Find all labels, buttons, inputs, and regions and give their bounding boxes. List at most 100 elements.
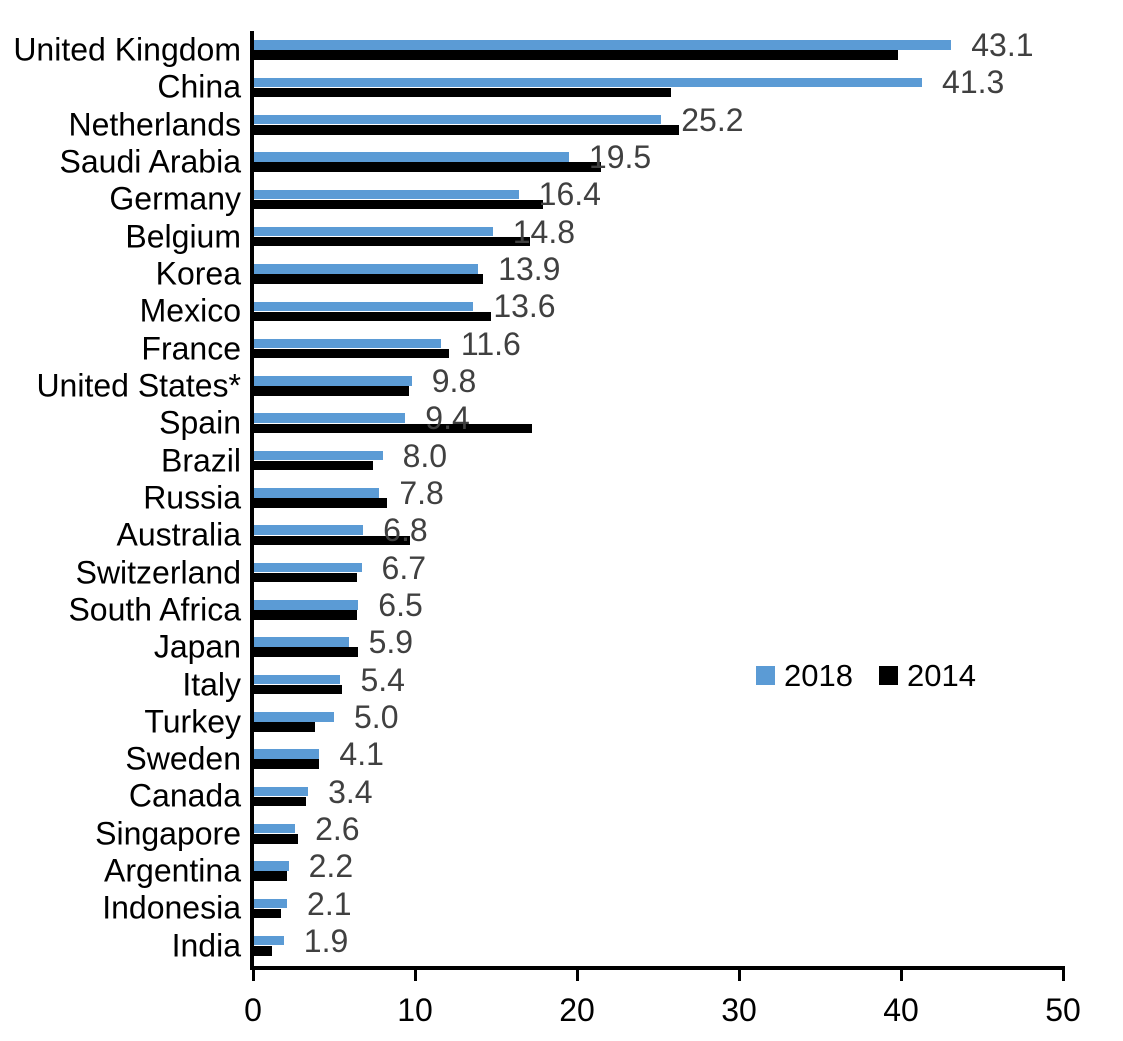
category-label: United Kingdom	[13, 31, 241, 68]
category-label: Saudi Arabia	[59, 143, 241, 180]
category-label: Turkey	[144, 703, 241, 740]
bar-2018	[253, 935, 284, 946]
bar-2014	[253, 236, 531, 247]
bar-2018	[253, 525, 364, 535]
value-label: 5.0	[354, 698, 399, 735]
x-tick-label: 40	[883, 992, 919, 1028]
value-label: 7.8	[399, 475, 444, 511]
x-tick-label: 30	[721, 992, 757, 1028]
x-axis-line	[250, 965, 1065, 970]
value-label: 6.8	[383, 512, 428, 549]
bar-2018	[253, 338, 441, 349]
bar-2014	[253, 311, 492, 322]
bar-2014	[253, 722, 315, 732]
category-label: United States*	[36, 367, 241, 404]
value-label: 11.6	[460, 325, 521, 362]
category-label: Spain	[159, 404, 241, 441]
category-label: Singapore	[95, 815, 241, 852]
x-axis-tick	[575, 969, 579, 981]
legend-item-2018: 2018	[756, 660, 853, 691]
bar-2018	[253, 823, 296, 834]
bar-2014	[253, 125, 680, 135]
bar-2018	[253, 674, 341, 685]
category-label: Russia	[143, 479, 241, 516]
legend-label-2014: 2014	[906, 658, 976, 693]
category-label: Switzerland	[75, 553, 241, 590]
category-label: India	[171, 927, 241, 964]
value-label: 3.4	[328, 773, 373, 810]
bar-2018	[253, 786, 309, 797]
bar-2014	[253, 460, 373, 471]
bar-2018	[253, 376, 412, 386]
x-tick-label: 50	[1045, 992, 1081, 1028]
bar-2014	[253, 759, 320, 769]
value-label: 2.6	[315, 810, 360, 847]
value-label: 6.7	[381, 549, 427, 586]
category-label: Brazil	[160, 441, 241, 478]
x-tick-label: 20	[559, 992, 595, 1028]
category-label: Korea	[155, 255, 241, 292]
bar-2018	[253, 189, 519, 200]
bar-2018	[253, 898, 288, 909]
x-axis-tick	[251, 969, 255, 981]
value-label: 14.8	[512, 213, 576, 250]
value-label: 13.9	[498, 251, 561, 288]
bar-2014	[253, 834, 299, 844]
bar-2014	[253, 423, 532, 434]
value-label: 25.2	[681, 101, 744, 138]
bar-2014	[253, 535, 411, 546]
value-label: 4.1	[339, 736, 384, 773]
value-label: 16.4	[538, 176, 601, 213]
bar-2018	[253, 226, 493, 237]
bar-2018	[253, 301, 474, 311]
bar-2014	[253, 274, 484, 284]
value-label: 9.8	[431, 363, 477, 400]
bar-2014	[253, 572, 357, 583]
bar-2018	[253, 77, 923, 88]
category-label: South Africa	[68, 591, 241, 628]
category-label: Mexico	[139, 292, 241, 329]
bar-2018	[253, 413, 406, 423]
category-label: Australia	[116, 516, 242, 553]
value-label: 5.4	[360, 661, 405, 698]
category-label: Argentina	[104, 852, 241, 889]
bar-2014	[253, 199, 543, 210]
bar-2014	[253, 498, 388, 508]
bar-2014	[253, 50, 898, 60]
bar-2014	[253, 908, 281, 919]
category-label: Canada	[128, 777, 241, 814]
value-label: 2.1	[307, 885, 352, 922]
legend-swatch-2014-icon	[878, 666, 898, 685]
y-axis-line	[250, 31, 254, 969]
category-label: France	[141, 329, 241, 366]
bar-2014	[253, 162, 602, 172]
x-tick-label: 0	[244, 992, 262, 1028]
bar-2018	[253, 40, 952, 50]
bar-2018	[253, 114, 662, 125]
x-tick-label: 10	[397, 992, 433, 1028]
bar-2014	[253, 796, 307, 807]
category-label: Sweden	[125, 740, 241, 777]
bar-2018	[253, 562, 362, 573]
value-label: 9.4	[425, 400, 470, 437]
value-label: 41.3	[942, 64, 1005, 101]
bar-2014	[253, 610, 357, 620]
category-label: Netherlands	[68, 106, 241, 143]
legend-item-2014: 2014	[878, 658, 976, 693]
bar-2018	[253, 152, 569, 162]
bar-2014	[253, 871, 288, 881]
x-axis-tick	[1061, 969, 1065, 981]
value-label: 2.2	[308, 848, 354, 885]
legend: 2018 2014	[756, 660, 976, 691]
value-label: 5.9	[368, 624, 414, 661]
bar-2014	[253, 946, 273, 956]
bar-2014	[253, 684, 343, 695]
value-label: 6.5	[378, 586, 423, 623]
category-label: Italy	[182, 665, 241, 702]
bar-2018	[253, 637, 349, 647]
x-axis-tick	[737, 969, 741, 981]
category-label: Japan	[153, 628, 241, 665]
value-label: 8.0	[402, 437, 448, 474]
x-axis-tick	[899, 969, 903, 981]
